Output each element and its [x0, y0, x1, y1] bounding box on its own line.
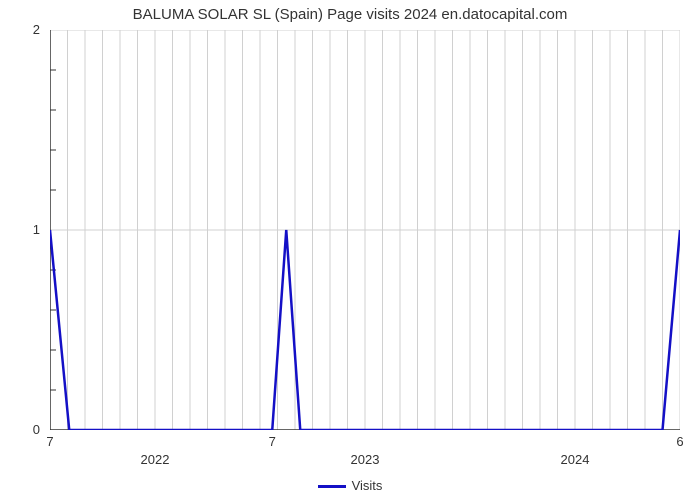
legend-swatch — [318, 485, 346, 488]
chart-title: BALUMA SOLAR SL (Spain) Page visits 2024… — [0, 6, 700, 23]
y-tick-label: 2 — [0, 22, 40, 37]
x-year-label: 2023 — [351, 452, 380, 467]
chart-svg — [50, 30, 680, 430]
x-sub-label: 7 — [46, 434, 53, 449]
x-sub-label: 7 — [269, 434, 276, 449]
y-tick-label: 0 — [0, 422, 40, 437]
chart-plot-area — [50, 30, 680, 430]
x-sub-label: 6 — [676, 434, 683, 449]
y-tick-label: 1 — [0, 222, 40, 237]
legend-label: Visits — [352, 478, 383, 493]
x-year-label: 2024 — [561, 452, 590, 467]
x-year-label: 2022 — [141, 452, 170, 467]
chart-legend: Visits — [0, 478, 700, 493]
